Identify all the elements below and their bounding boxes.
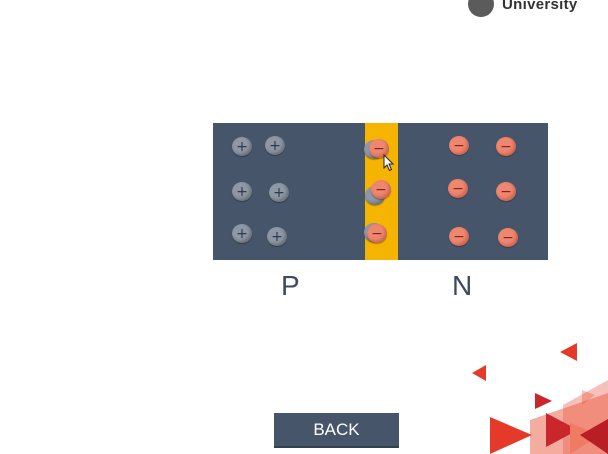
electron-carrier: − bbox=[496, 137, 516, 156]
electron-carrier: − bbox=[496, 182, 516, 201]
hole-carrier: + bbox=[232, 182, 252, 201]
decorative-triangles-icon bbox=[472, 343, 608, 454]
electron-carrier: − bbox=[449, 227, 469, 246]
p-region-label: P bbox=[281, 270, 300, 301]
hole-carrier: + bbox=[232, 137, 252, 156]
n-region-label: N bbox=[452, 270, 473, 301]
hole-carrier: + bbox=[265, 136, 285, 155]
mouse-pointer-icon bbox=[383, 154, 395, 172]
electron-carrier: − bbox=[369, 139, 389, 158]
logo-emblem-icon bbox=[468, 0, 494, 17]
logo-text: University bbox=[502, 0, 578, 13]
hole-carrier: + bbox=[269, 183, 289, 202]
university-logo: University bbox=[468, 0, 578, 17]
hole-carrier: + bbox=[267, 227, 287, 246]
electron-carrier: − bbox=[367, 224, 387, 243]
back-button[interactable]: BACK bbox=[274, 413, 399, 448]
electron-carrier: − bbox=[448, 179, 468, 198]
electron-carrier: − bbox=[449, 136, 469, 155]
hole-carrier: + bbox=[232, 224, 252, 243]
electron-carrier: − bbox=[371, 180, 391, 199]
page-title-text: Light Emitting Diode bbox=[0, 22, 266, 57]
electron-carrier: − bbox=[498, 228, 518, 247]
pn-junction-diagram: + + + + + + − − − − − − − − − bbox=[213, 123, 548, 260]
